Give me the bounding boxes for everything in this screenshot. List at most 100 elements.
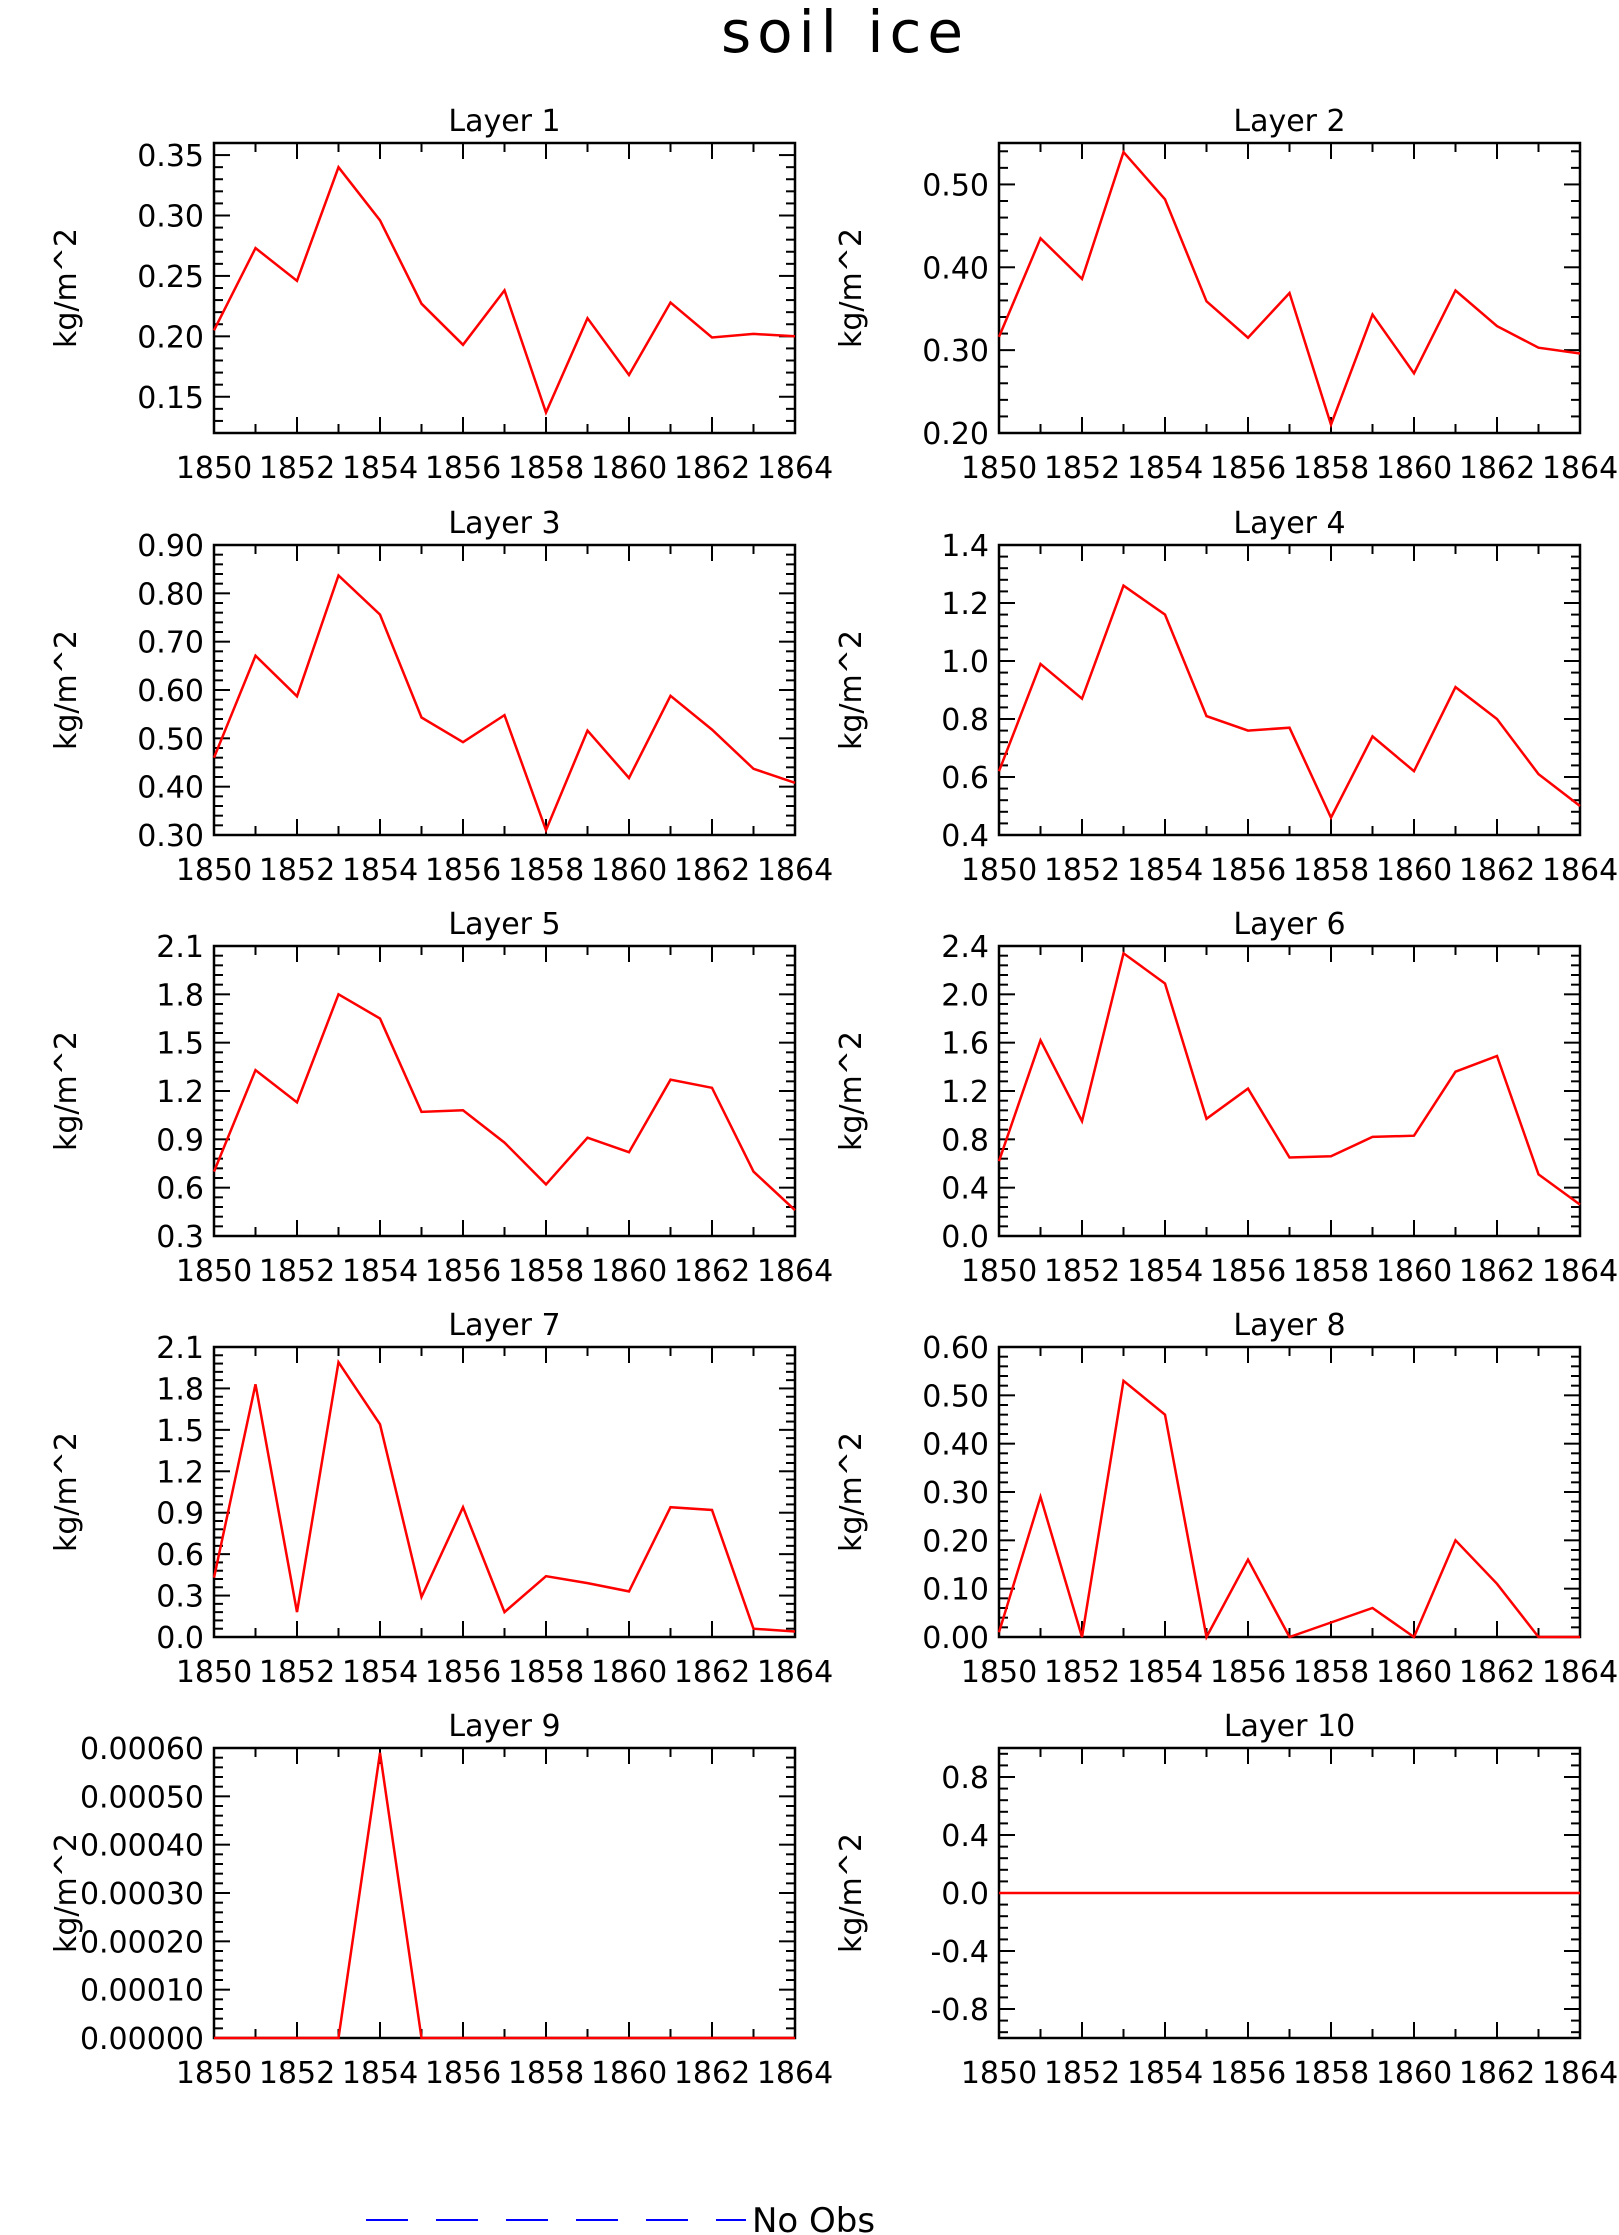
x-tick-label: 1864 bbox=[1542, 853, 1618, 888]
x-tick-label: 1860 bbox=[1376, 1254, 1452, 1289]
panel-title: Layer 2 bbox=[1233, 104, 1345, 139]
y-axis-label: kg/m^2 bbox=[49, 630, 84, 750]
x-tick-label: 1858 bbox=[1293, 1254, 1369, 1289]
y-tick-label: 0.6 bbox=[156, 1538, 204, 1573]
x-tick-label: 1854 bbox=[1127, 451, 1203, 486]
x-tick-label: 1856 bbox=[1210, 1655, 1286, 1690]
y-axis-label: kg/m^2 bbox=[834, 1031, 869, 1151]
y-tick-label: 0.40 bbox=[922, 1428, 989, 1463]
y-tick-label: 0.60 bbox=[922, 1331, 989, 1366]
x-tick-label: 1854 bbox=[1127, 853, 1203, 888]
series-line bbox=[212, 164, 796, 416]
panel-title: Layer 8 bbox=[1233, 1308, 1345, 1343]
figure-title: soil ice bbox=[721, 0, 969, 66]
x-tick-label: 1858 bbox=[1293, 853, 1369, 888]
panel-title: Layer 4 bbox=[1233, 506, 1345, 541]
x-tick-label: 1854 bbox=[342, 853, 418, 888]
x-tick-label: 1850 bbox=[961, 1254, 1037, 1289]
x-tick-label: 1864 bbox=[757, 451, 833, 486]
x-tick-label: 1850 bbox=[176, 2056, 252, 2091]
plot-frame bbox=[212, 141, 797, 435]
x-tick-label: 1864 bbox=[1542, 2056, 1618, 2091]
x-tick-label: 1858 bbox=[508, 1254, 584, 1289]
x-tick-label: 1854 bbox=[1127, 2056, 1203, 2091]
x-tick-label: 1864 bbox=[757, 853, 833, 888]
x-tick-label: 1856 bbox=[1210, 2056, 1286, 2091]
x-tick-label: 1862 bbox=[674, 1655, 750, 1690]
y-tick-label: 0.9 bbox=[156, 1123, 204, 1158]
x-tick-label: 1856 bbox=[425, 2056, 501, 2091]
x-tick-label: 1862 bbox=[1459, 2056, 1535, 2091]
y-tick-label: 0.30 bbox=[137, 200, 204, 235]
plot-frame bbox=[212, 543, 797, 837]
y-tick-label: 0.00010 bbox=[80, 1974, 204, 2009]
y-tick-label: 0.10 bbox=[922, 1573, 989, 1608]
x-tick-label: 1862 bbox=[1459, 1254, 1535, 1289]
x-tick-label: 1864 bbox=[757, 2056, 833, 2091]
x-tick-label: 1864 bbox=[757, 1254, 833, 1289]
x-tick-label: 1856 bbox=[1210, 853, 1286, 888]
x-tick-label: 1860 bbox=[591, 1254, 667, 1289]
y-tick-label: 0.40 bbox=[922, 251, 989, 286]
x-tick-label: 1850 bbox=[961, 2056, 1037, 2091]
y-tick-label: 1.0 bbox=[941, 645, 989, 680]
panel-title: Layer 5 bbox=[448, 907, 560, 942]
y-tick-label: 0.80 bbox=[137, 577, 204, 612]
x-tick-label: 1862 bbox=[674, 853, 750, 888]
y-tick-label: 0.25 bbox=[137, 260, 204, 295]
y-axis-label: kg/m^2 bbox=[834, 1833, 869, 1953]
x-tick-label: 1854 bbox=[342, 1655, 418, 1690]
y-tick-label: 0.8 bbox=[941, 1123, 989, 1158]
x-tick-label: 1856 bbox=[425, 1655, 501, 1690]
y-tick-label: 0.0 bbox=[941, 1220, 989, 1255]
x-tick-label: 1860 bbox=[1376, 853, 1452, 888]
y-tick-label: 1.2 bbox=[156, 1075, 204, 1110]
x-tick-label: 1856 bbox=[1210, 451, 1286, 486]
y-axis-label: kg/m^2 bbox=[834, 228, 869, 348]
y-tick-label: 1.6 bbox=[941, 1027, 989, 1062]
legend-label-no-obs: No Obs bbox=[752, 2201, 875, 2235]
y-tick-label: 0.50 bbox=[137, 722, 204, 757]
y-tick-label: 0.0 bbox=[156, 1621, 204, 1656]
y-tick-label: 0.30 bbox=[922, 334, 989, 369]
x-tick-label: 1862 bbox=[1459, 451, 1535, 486]
panel-title: Layer 10 bbox=[1224, 1709, 1355, 1744]
series-line bbox=[997, 951, 1581, 1206]
y-tick-label: -0.4 bbox=[930, 1935, 989, 1970]
plot-frame bbox=[997, 944, 1582, 1238]
y-tick-label: 0.4 bbox=[941, 819, 989, 854]
y-tick-label: 0.3 bbox=[156, 1220, 204, 1255]
x-tick-label: 1860 bbox=[591, 1655, 667, 1690]
x-tick-label: 1858 bbox=[508, 1655, 584, 1690]
x-tick-label: 1856 bbox=[425, 451, 501, 486]
y-tick-label: 2.0 bbox=[941, 978, 989, 1013]
plot-frame bbox=[997, 1345, 1582, 1639]
x-tick-label: 1850 bbox=[961, 1655, 1037, 1690]
y-tick-label: 0.6 bbox=[156, 1172, 204, 1207]
y-tick-label: 0.20 bbox=[137, 320, 204, 355]
y-tick-label: 0.15 bbox=[137, 381, 204, 416]
x-tick-label: 1864 bbox=[1542, 1655, 1618, 1690]
x-tick-label: 1856 bbox=[425, 1254, 501, 1289]
plot-frame bbox=[997, 141, 1582, 435]
x-tick-label: 1858 bbox=[508, 2056, 584, 2091]
y-tick-label: 1.5 bbox=[156, 1414, 204, 1449]
x-tick-label: 1854 bbox=[1127, 1655, 1203, 1690]
x-tick-label: 1852 bbox=[259, 2056, 335, 2091]
legend: No Obs bbox=[366, 2201, 875, 2235]
y-axis-label: kg/m^2 bbox=[49, 1031, 84, 1151]
x-tick-label: 1854 bbox=[1127, 1254, 1203, 1289]
x-tick-label: 1850 bbox=[176, 853, 252, 888]
y-tick-label: 0.90 bbox=[137, 529, 204, 564]
y-tick-label: 0.20 bbox=[922, 1524, 989, 1559]
y-tick-label: 1.8 bbox=[156, 1372, 204, 1407]
